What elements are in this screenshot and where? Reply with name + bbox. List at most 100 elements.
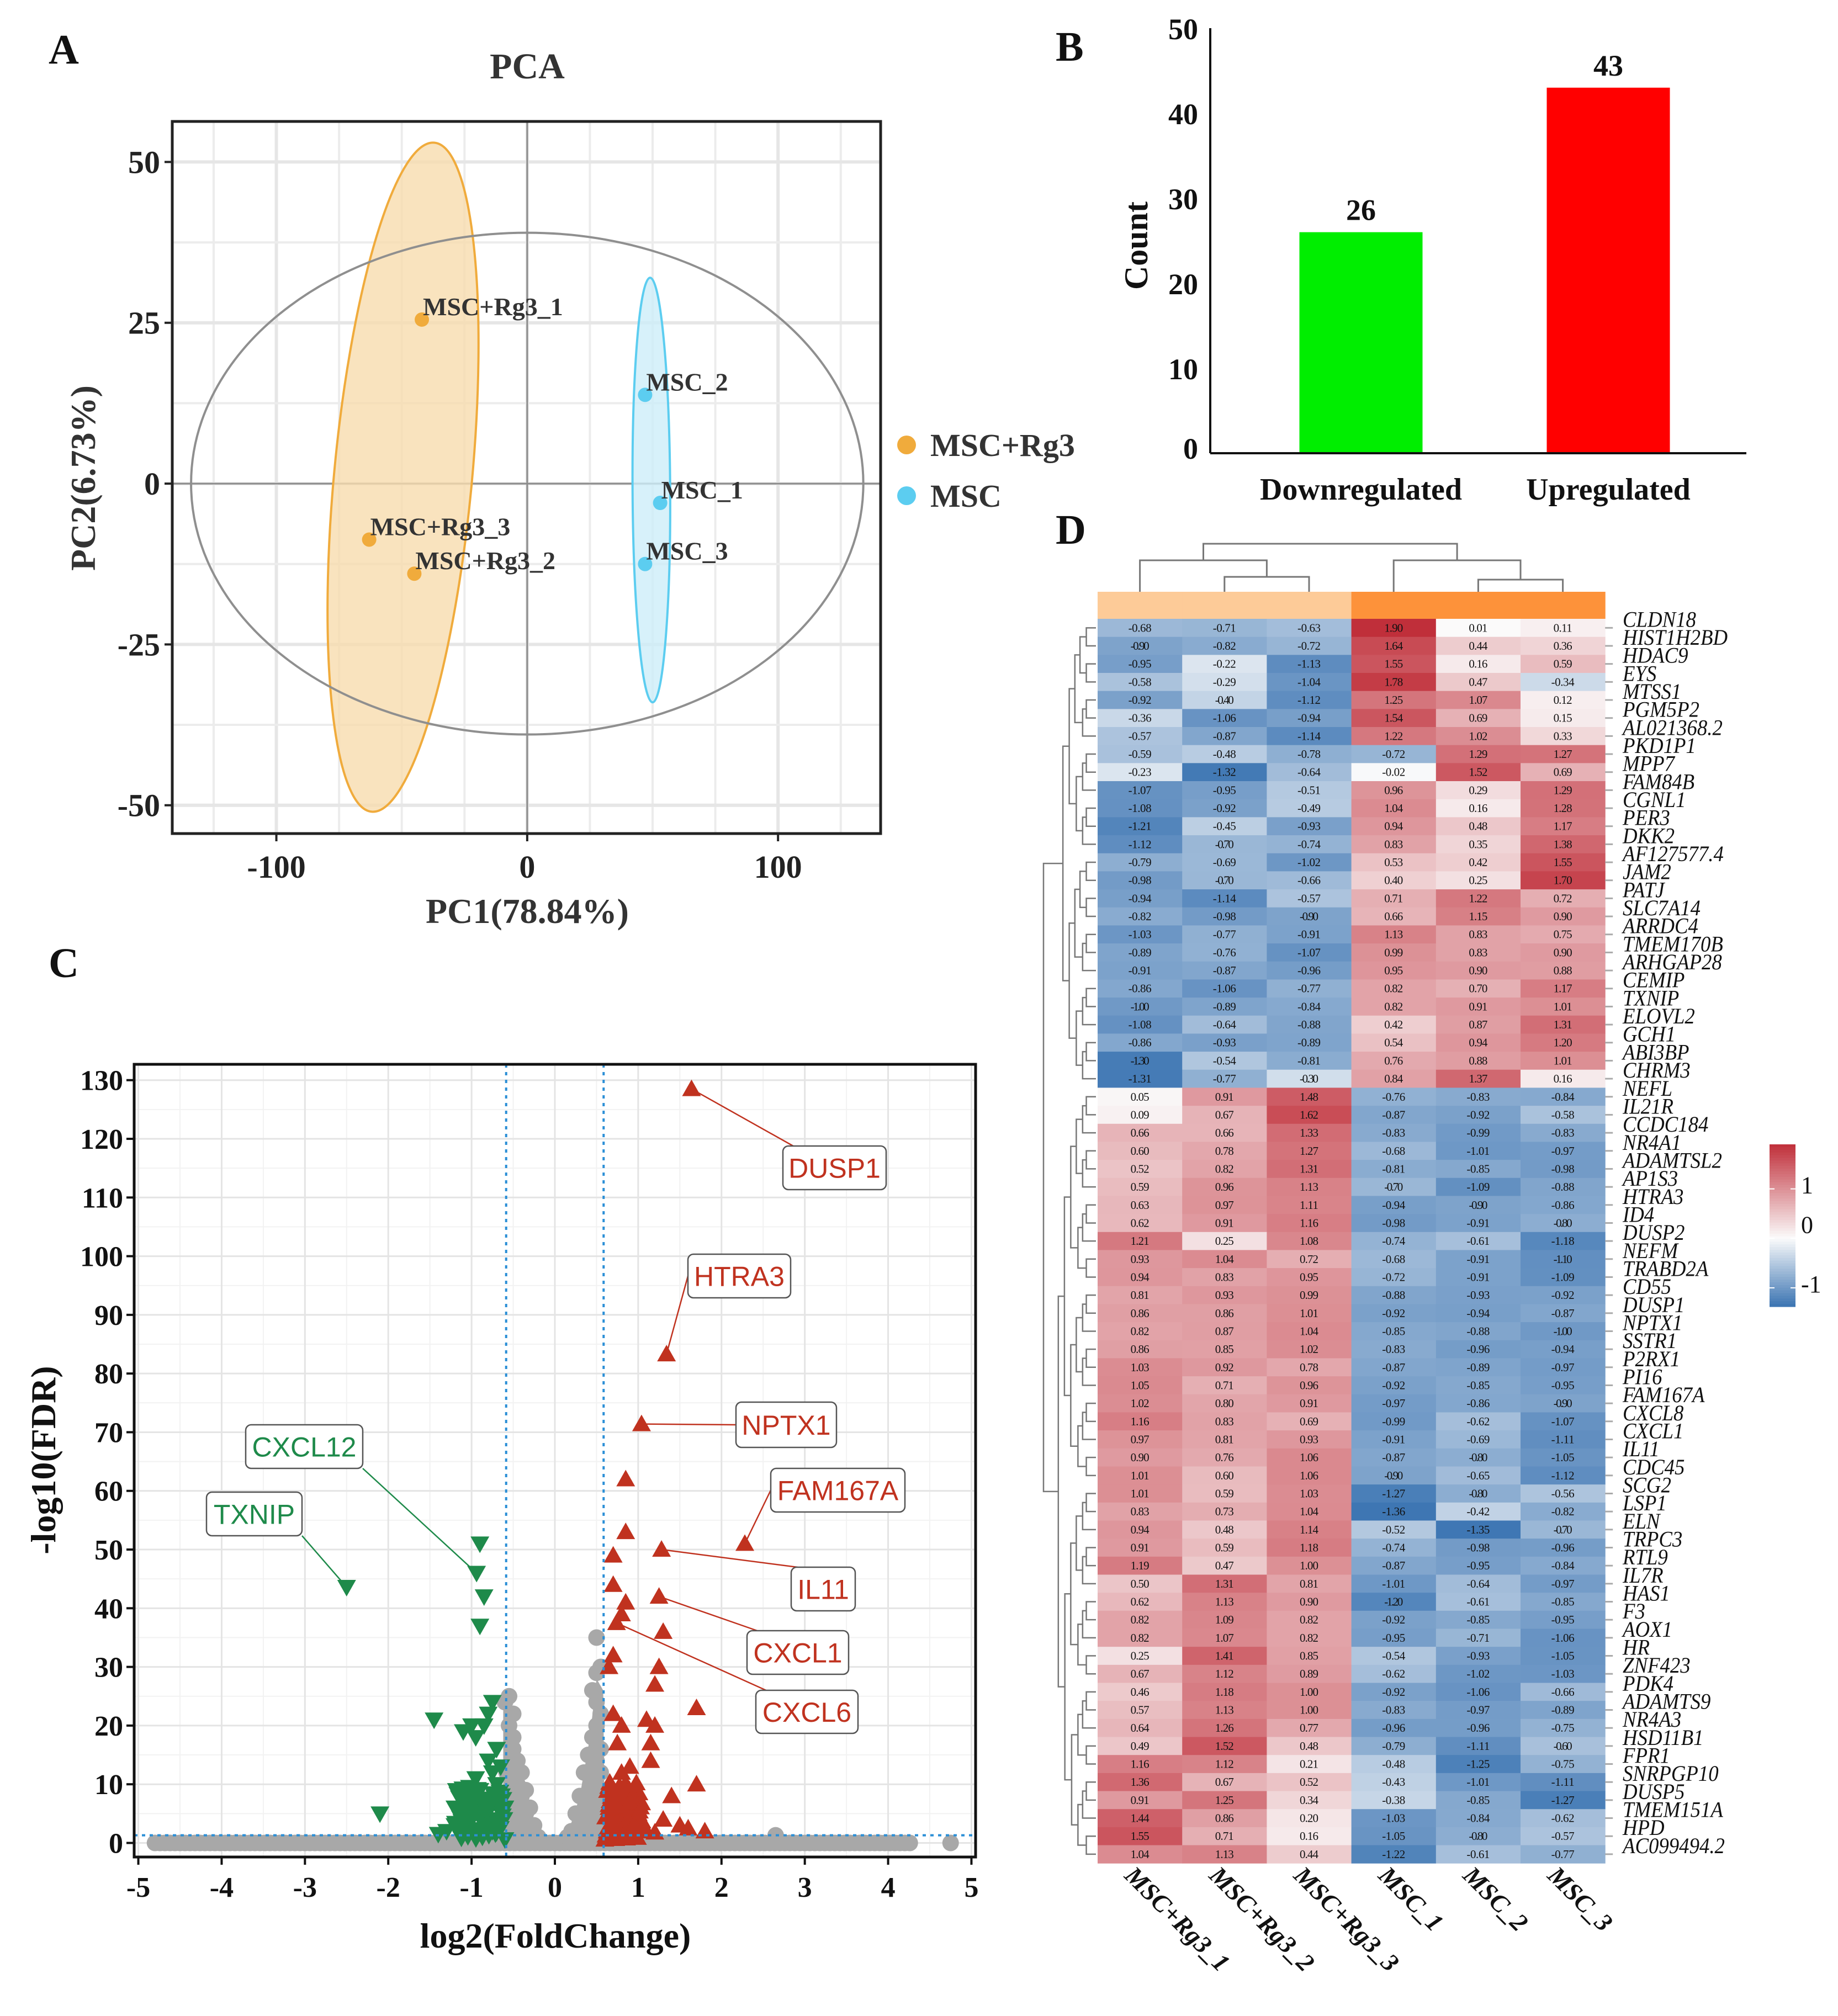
colorbar-segment [1770,1233,1795,1237]
heatmap-cell [1521,1610,1606,1630]
heatmap-cell [1351,853,1437,872]
heatmap-cell-value: 0.67 [1215,1775,1234,1789]
volcano-up-point [641,1751,660,1768]
heatmap-cell [1098,1574,1183,1593]
volcano-label-box [782,1145,887,1191]
volcano-label-box [770,1467,906,1513]
heatmap-cell [1436,1196,1521,1214]
heatmap-cell [1182,1196,1267,1214]
heatmap-cell [1351,763,1437,782]
heatmap-cell-value: -0.95 [1466,1559,1490,1572]
heatmap-cell-value: -0.85 [1466,1378,1490,1392]
heatmap-cell [1521,636,1606,655]
heatmap-cell [1182,727,1267,746]
volcano-down-point [479,1753,498,1770]
heatmap-cell [1267,1214,1352,1233]
volcano-ytick-label: 30 [94,1652,123,1684]
heatmap-cell [1267,763,1352,782]
heatmap-cell-value: -1.27 [1382,1487,1405,1500]
heatmap-cell-value: 1.52 [1469,766,1487,779]
volcano-ytick-label: 120 [80,1124,123,1155]
heatmap-cell [1351,1123,1437,1142]
heatmap-group-annotation [1351,592,1437,619]
heatmap-cell [1436,1647,1521,1665]
heatmap-cell-value: 1.26 [1215,1721,1234,1734]
heatmap-cell-value: 0.91 [1469,1000,1487,1013]
heatmap-cell-value: 0.82 [1131,1324,1150,1338]
colorbar-segment [1770,1223,1795,1226]
heatmap-cell [1436,763,1521,782]
heatmap-group-annotation [1521,592,1606,619]
heatmap-cell [1182,655,1267,673]
pca-overall-ellipse [190,231,865,736]
heatmap-cell-value: 0.94 [1469,1036,1488,1049]
heatmap-cell [1521,1322,1606,1341]
heatmap-cell [1521,1791,1606,1810]
heatmap-cell-value: -0.60 [1554,1739,1572,1753]
colorbar-segment [1770,1160,1795,1164]
heatmap-gene-label: TMEM151A [1623,1798,1723,1822]
volcano-up-point [649,1587,669,1604]
heatmap-gene-label: GCH1 [1623,1022,1676,1047]
heatmap-cell-value: -0.71 [1466,1631,1490,1644]
heatmap-cell-value: -0.74 [1297,837,1321,851]
heatmap-cell-value: 0.71 [1215,1829,1234,1843]
volcano-up-point [620,1792,639,1810]
heatmap-gene-label: NPTX1 [1622,1311,1682,1335]
heatmap-cell-value: 0.67 [1215,1108,1234,1121]
heatmap-cell [1521,1250,1606,1269]
heatmap-cell [1267,1015,1352,1034]
heatmap-cell [1436,655,1521,673]
heatmap-cell [1436,1033,1521,1052]
heatmap-cell-value: 0.85 [1300,1649,1318,1663]
bar-category-label: Upregulated [1526,473,1691,507]
heatmap-cell [1436,1610,1521,1630]
volcano-label-box [735,1401,838,1449]
heatmap-cell [1182,1015,1267,1034]
heatmap-gene-label: DUSP5 [1622,1780,1685,1805]
heatmap-cell-value: -0.96 [1466,1721,1490,1734]
heatmap-cell-value: 1.06 [1300,1451,1318,1464]
heatmap-cell [1521,1196,1606,1214]
volcano-up-point [603,1816,623,1833]
heatmap-cell-value: 0.86 [1131,1343,1150,1356]
heatmap-cell-value: -0.88 [1297,1018,1321,1031]
pca-point-label: MSC+Rg3_2 [415,547,555,575]
heatmap-gene-label: RTL9 [1622,1546,1668,1570]
heatmap-cell [1267,619,1352,638]
heatmap-gene-label: PDK4 [1622,1672,1673,1696]
heatmap-cell [1436,619,1521,638]
heatmap-gene-label: HSD11B1 [1622,1726,1703,1750]
heatmap-cell-value: 0.75 [1554,928,1572,941]
heatmap-cell-value: -0.82 [1129,910,1152,923]
volcano-down-point [487,1742,506,1759]
heatmap-cell-value: -0.75 [1551,1758,1575,1771]
heatmap-cell-value: 1.03 [1131,1361,1150,1374]
heatmap-cell [1182,1593,1267,1611]
heatmap-cell [1098,1069,1183,1088]
heatmap-cell [1351,1448,1437,1467]
heatmap-cell-value: -0.93 [1213,1036,1236,1049]
heatmap-cell [1182,1376,1267,1395]
heatmap-cell [1351,781,1437,800]
row-dendrogram [1082,1502,1096,1531]
heatmap-cell [1182,1322,1267,1341]
row-dendrogram [1082,1051,1096,1080]
volcano-xtick-label: -4 [210,1872,234,1903]
heatmap-cell [1182,1737,1267,1755]
row-dendrogram [1068,688,1077,805]
heatmap-cell-value: 1.64 [1384,639,1403,652]
heatmap-cell [1521,925,1606,944]
heatmap-cell-value: 0.88 [1469,1054,1487,1067]
heatmap-cell [1182,1142,1267,1160]
heatmap-cell [1521,1214,1606,1233]
heatmap-cell-value: -0.89 [1213,1000,1236,1013]
volcano-gene-label: NPTX1 [741,1410,830,1441]
pca-legend-label: MSC+Rg3 [930,427,1075,463]
heatmap-cell-value: 1.62 [1300,1108,1318,1121]
heatmap-cell [1351,1286,1437,1304]
volcano-up-point [608,1733,627,1750]
heatmap-cell-value: 0.69 [1554,766,1572,779]
heatmap-cell [1267,1737,1352,1755]
heatmap-cell [1521,1069,1606,1088]
